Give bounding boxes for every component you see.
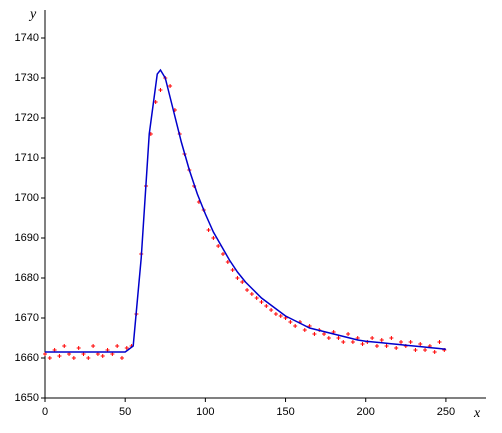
- data-point: [245, 288, 250, 292]
- data-point: [230, 268, 235, 272]
- data-point: [389, 336, 394, 340]
- data-point: [336, 336, 341, 340]
- data-point: [408, 340, 413, 344]
- data-point: [259, 300, 264, 304]
- x-tick-label: 250: [437, 406, 455, 418]
- data-point: [302, 328, 307, 332]
- data-point: [221, 252, 226, 256]
- data-point: [379, 338, 384, 342]
- y-axis-label: y: [28, 7, 37, 22]
- data-point: [168, 84, 173, 88]
- y-tick-label: 1680: [15, 272, 39, 284]
- y-tick-label: 1660: [15, 352, 39, 364]
- fit-line: [45, 68, 446, 353]
- data-point: [413, 348, 418, 352]
- data-point: [437, 340, 442, 344]
- x-tick-label: 150: [276, 406, 294, 418]
- data-point: [71, 356, 76, 360]
- data-point: [278, 314, 283, 318]
- data-point: [384, 344, 389, 348]
- y-tick-label: 1670: [15, 312, 39, 324]
- data-point: [394, 346, 399, 350]
- data-point: [100, 354, 105, 358]
- data-point: [158, 88, 163, 92]
- data-point: [211, 236, 216, 240]
- data-point: [76, 346, 81, 350]
- data-point: [47, 356, 52, 360]
- data-point: [225, 260, 230, 264]
- data-point: [350, 340, 355, 344]
- data-point: [341, 340, 346, 344]
- data-point: [254, 296, 259, 300]
- data-point: [322, 332, 327, 336]
- x-tick-label: 100: [196, 406, 214, 418]
- data-point: [235, 276, 240, 280]
- data-point: [119, 356, 124, 360]
- data-point: [346, 332, 351, 336]
- data-point: [312, 332, 317, 336]
- data-point: [57, 354, 62, 358]
- data-point: [62, 344, 67, 348]
- data-point: [216, 244, 221, 248]
- data-point: [206, 228, 211, 232]
- data-point: [115, 344, 120, 348]
- x-tick-label: 200: [357, 406, 375, 418]
- data-point: [326, 336, 331, 340]
- y-tick-label: 1740: [15, 32, 39, 44]
- y-tick-label: 1690: [15, 232, 39, 244]
- data-point: [240, 280, 245, 284]
- data-point: [264, 304, 269, 308]
- y-tick-label: 1650: [15, 392, 39, 404]
- data-point: [418, 342, 423, 346]
- data-point: [288, 320, 293, 324]
- y-tick-label: 1720: [15, 112, 39, 124]
- x-axis-label: x: [473, 406, 481, 421]
- data-point: [374, 344, 379, 348]
- data-point: [432, 350, 437, 354]
- data-point: [360, 342, 365, 346]
- data-point: [86, 356, 91, 360]
- x-tick-label: 0: [42, 406, 48, 418]
- data-point: [370, 336, 375, 340]
- data-point: [153, 100, 158, 104]
- data-point: [273, 312, 278, 316]
- data-point: [124, 346, 129, 350]
- data-point: [399, 340, 404, 344]
- data-point: [269, 308, 274, 312]
- y-tick-label: 1710: [15, 152, 39, 164]
- y-tick-label: 1730: [15, 72, 39, 84]
- data-point: [423, 348, 428, 352]
- data-point: [293, 324, 298, 328]
- data-point: [249, 292, 254, 296]
- data-point: [91, 344, 96, 348]
- x-tick-label: 50: [119, 406, 131, 418]
- y-tick-label: 1700: [15, 192, 39, 204]
